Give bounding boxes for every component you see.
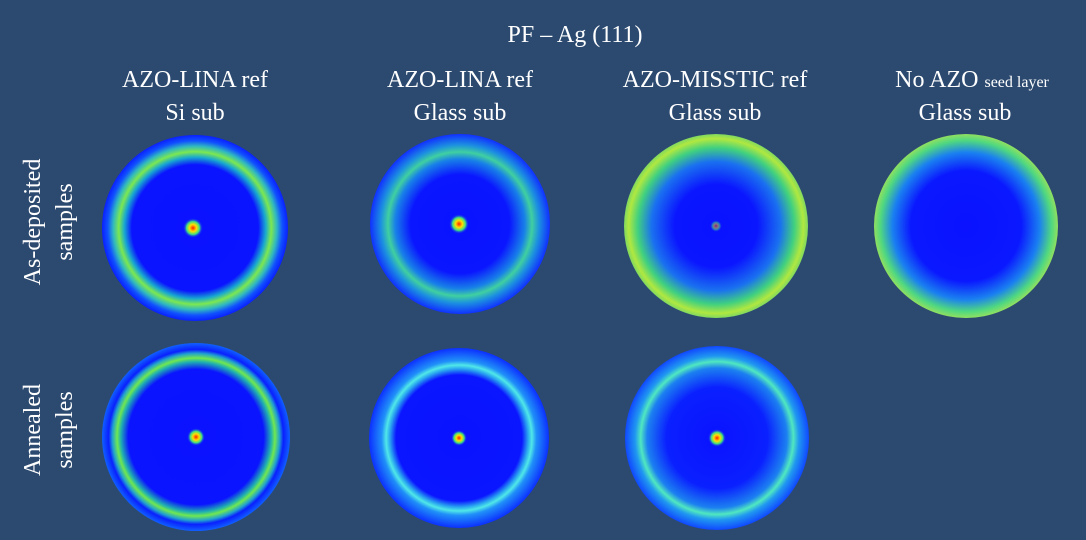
pole-center bbox=[708, 429, 726, 447]
column-header: No AZO seed layer bbox=[895, 67, 1049, 93]
column-header: Glass sub bbox=[414, 100, 507, 126]
column-header: AZO-LINA ref bbox=[387, 67, 533, 93]
pole-figure bbox=[874, 134, 1058, 318]
row-label: As-deposited bbox=[20, 159, 46, 286]
pole-center bbox=[710, 220, 722, 232]
row-label: samples bbox=[52, 391, 78, 468]
column-header: Glass sub bbox=[919, 100, 1012, 126]
pole-center bbox=[183, 218, 203, 238]
column-header-main: No AZO bbox=[895, 67, 978, 93]
title: PF – Ag (111) bbox=[508, 22, 643, 48]
column-header: AZO-MISSTIC ref bbox=[623, 67, 808, 93]
row-label: Annealed bbox=[20, 384, 46, 476]
pole-center bbox=[187, 428, 205, 446]
column-header-small: seed layer bbox=[984, 74, 1049, 91]
row-label: samples bbox=[52, 183, 78, 260]
column-header: AZO-LINA ref bbox=[122, 67, 268, 93]
column-header: Glass sub bbox=[669, 100, 762, 126]
pole-center bbox=[449, 214, 469, 234]
pole-center bbox=[451, 430, 467, 446]
column-header: Si sub bbox=[165, 100, 224, 126]
